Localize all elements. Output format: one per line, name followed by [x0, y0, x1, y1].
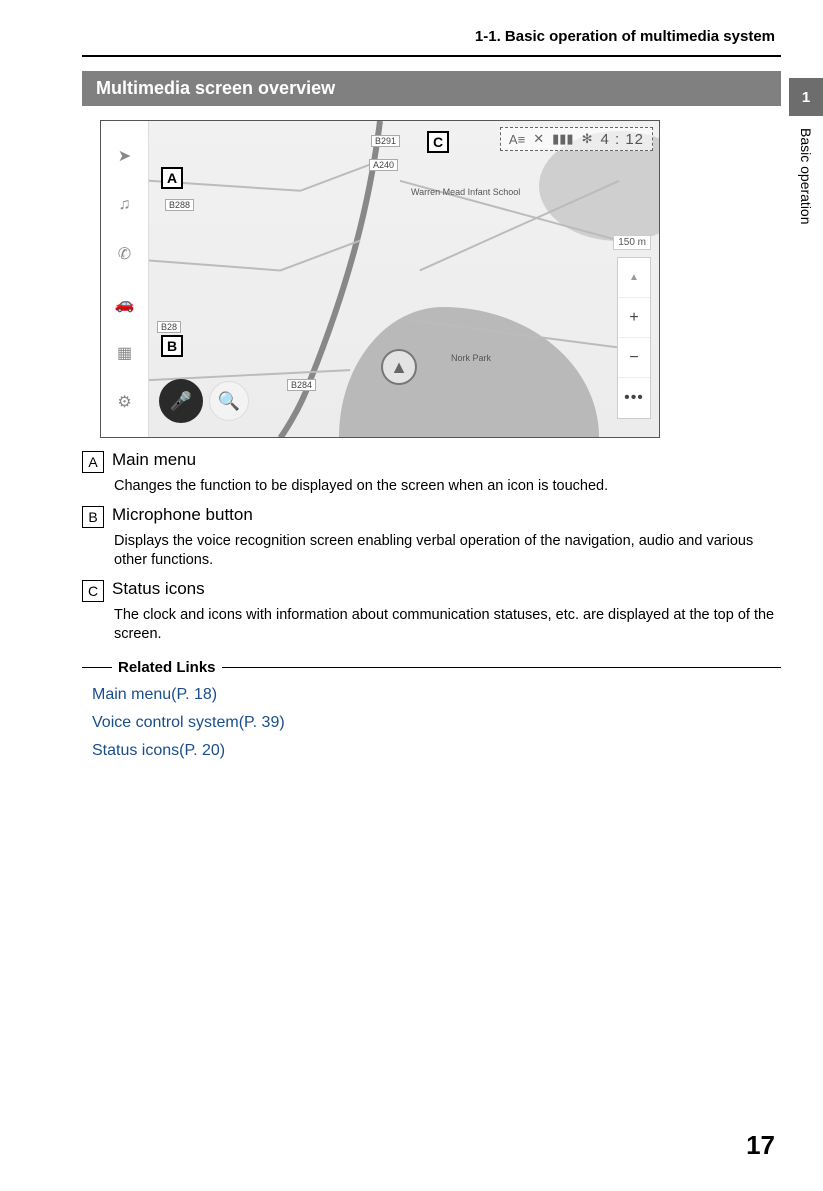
car-icon[interactable]: 🚗 [115, 294, 135, 314]
definition-item: B Microphone button Displays the voice r… [82, 505, 781, 571]
compass-arrow-icon: ▲ [390, 357, 408, 378]
chapter-heading: 1-1. Basic operation of multimedia syste… [82, 28, 781, 45]
signal-icon: ▮▮▮ [552, 131, 573, 147]
road-label: A240 [369, 159, 398, 171]
zoom-in-button[interactable]: + [618, 298, 650, 338]
nav-icon[interactable]: ➤ [115, 146, 135, 166]
map-text-school: Warren Mead Infant School [411, 187, 520, 197]
road-label: B284 [287, 379, 316, 391]
gear-icon[interactable]: ⚙ [115, 392, 135, 412]
search-button[interactable]: 🔍 [209, 381, 249, 421]
related-link[interactable]: Main menu(P. 18) [92, 686, 781, 704]
side-tab-label: Basic operation [798, 116, 814, 256]
definition-description: Changes the function to be displayed on … [114, 477, 781, 497]
callout-b: B [161, 335, 183, 357]
main-menu-sidebar: ➤ ♫ ✆ 🚗 ▦ ⚙ [101, 121, 149, 437]
recenter-button[interactable]: ▲ [618, 258, 650, 298]
status-icon: A≡ [509, 132, 525, 147]
status-bar: A≡ ✕ ▮▮▮ ✻ 4 : 12 [500, 127, 653, 151]
definition-description: The clock and icons with information abo… [114, 606, 781, 645]
top-rule [82, 55, 781, 57]
definition-title: Microphone button [112, 505, 253, 525]
phone-icon[interactable]: ✆ [115, 244, 135, 264]
related-links-heading-text: Related Links [118, 659, 216, 676]
multimedia-screenshot: B288 B291 A240 B284 B28 Warren Mead Infa… [100, 120, 660, 438]
road-label: B288 [165, 199, 194, 211]
more-button[interactable]: ••• [618, 378, 650, 418]
related-links-heading: Related Links [82, 659, 781, 676]
related-link[interactable]: Status icons(P. 20) [92, 742, 781, 760]
search-icon: 🔍 [218, 391, 240, 412]
related-link[interactable]: Voice control system(P. 39) [92, 714, 781, 732]
microphone-button[interactable]: 🎤 [159, 379, 203, 423]
callout-c: C [427, 131, 449, 153]
definition-letter: A [82, 451, 104, 473]
road-label: B28 [157, 321, 181, 333]
music-icon[interactable]: ♫ [115, 195, 135, 215]
definitions-list: A Main menu Changes the function to be d… [82, 450, 781, 645]
apps-icon[interactable]: ▦ [115, 343, 135, 363]
definition-item: C Status icons The clock and icons with … [82, 579, 781, 645]
definition-description: Displays the voice recognition screen en… [114, 532, 781, 571]
microphone-icon: 🎤 [170, 391, 192, 412]
compass-icon: ▲ [381, 349, 417, 385]
zoom-out-button[interactable]: − [618, 338, 650, 378]
status-icon: ✕ [533, 131, 544, 147]
callout-a: A [161, 167, 183, 189]
definition-letter: B [82, 506, 104, 528]
bluetooth-icon: ✻ [582, 131, 593, 147]
side-tab-number: 1 [789, 78, 823, 116]
map-scale: 150 m [613, 235, 651, 250]
section-title: Multimedia screen overview [82, 71, 781, 106]
zoom-control: ▲ + − ••• [617, 257, 651, 419]
definition-title: Status icons [112, 579, 205, 599]
side-tab: 1 Basic operation [789, 78, 823, 256]
clock: 4 : 12 [600, 131, 644, 148]
definition-title: Main menu [112, 450, 196, 470]
related-links-section: Related Links Main menu(P. 18) Voice con… [82, 659, 781, 760]
road-label: B291 [371, 135, 400, 147]
definition-letter: C [82, 580, 104, 602]
map-text-park: Nork Park [451, 353, 491, 363]
definition-item: A Main menu Changes the function to be d… [82, 450, 781, 497]
page-number: 17 [746, 1130, 775, 1161]
